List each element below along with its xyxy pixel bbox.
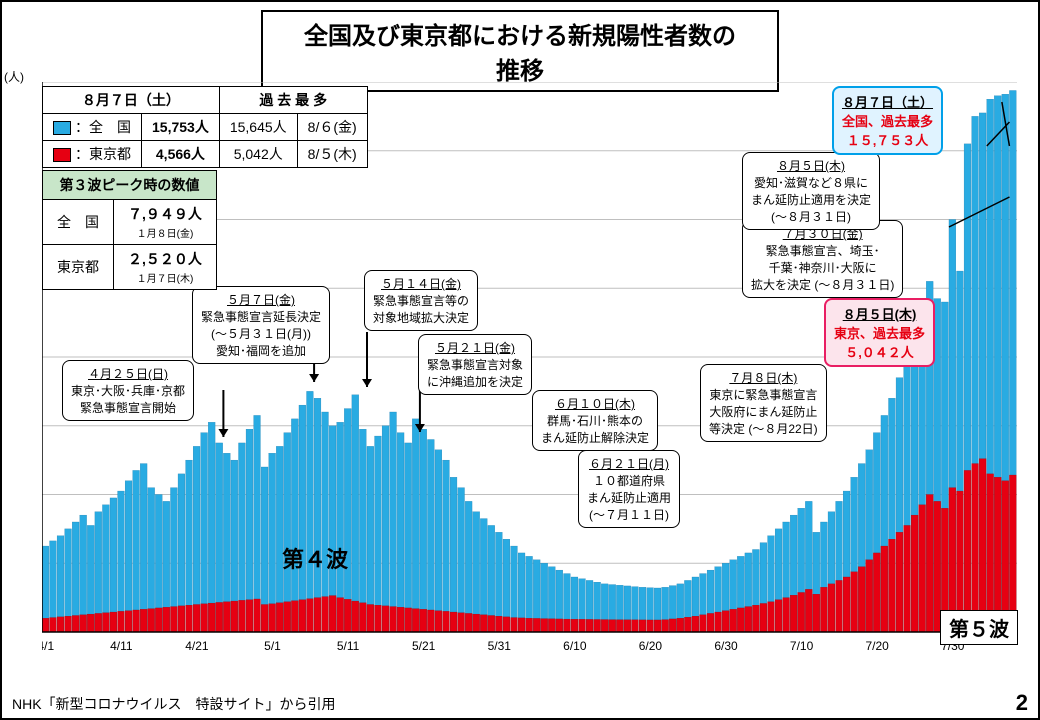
peak-tokyo-label: 東京都	[43, 245, 114, 290]
callout-apr25: ４月２５日(日)東京･大阪･兵庫･京都緊急事態宣言開始	[62, 360, 194, 421]
tokyo-max-date: 8/５(木)	[297, 141, 367, 168]
svg-text:6/20: 6/20	[639, 639, 663, 653]
callout-may21: ５月２１日(金)緊急事態宣言対象に沖縄追加を決定	[418, 334, 532, 395]
peak-table: 第３波ピーク時の数値 全 国 ７,９４９人１月８日(金) 東京都 ２,５２０人１…	[42, 170, 217, 290]
callout-jun10: ６月１０日(木)群馬･石川･熊本のまん延防止解除決定	[532, 390, 658, 451]
svg-text:4/21: 4/21	[185, 639, 209, 653]
callout-national-record: ８月７日（土）全国、過去最多１５,７５３人	[832, 86, 943, 155]
callout-jul30: ７月３０日(金)緊急事態宣言、埼玉･千葉･神奈川･大阪に拡大を決定 (～８月３１…	[742, 220, 903, 298]
col-max: 過 去 最 多	[219, 87, 367, 114]
legend-table: ８月７日（土） 過 去 最 多 ：全 国 15,753人 15,645人 8/６…	[42, 86, 368, 168]
svg-text:6/10: 6/10	[563, 639, 587, 653]
svg-text:4/11: 4/11	[110, 639, 133, 653]
svg-text:5/11: 5/11	[337, 639, 360, 653]
peak-national-val: ７,９４９人１月８日(金)	[114, 200, 217, 245]
callout-jul8: ７月８日(木)東京に緊急事態宣言大阪府にまん延防止等決定 (～８月22日)	[700, 364, 827, 442]
tokyo-val: 4,566人	[142, 141, 220, 168]
page-title: 全国及び東京都における新規陽性者数の推移	[261, 10, 779, 92]
col-date: ８月７日（土）	[43, 87, 220, 114]
page-number: 2	[1016, 690, 1028, 716]
svg-text:7/10: 7/10	[790, 639, 814, 653]
svg-text:5/21: 5/21	[412, 639, 436, 653]
svg-text:6/30: 6/30	[714, 639, 738, 653]
peak-tokyo-val: ２,５２０人１月７日(木)	[114, 245, 217, 290]
national-max: 15,645人	[219, 114, 297, 141]
svg-text:5/31: 5/31	[488, 639, 512, 653]
callout-may14: ５月１４日(金)緊急事態宣言等の対象地域拡大決定	[364, 270, 478, 331]
svg-text:7/20: 7/20	[865, 639, 889, 653]
callout-tokyo-record: ８月５日(木)東京、過去最多５,０４２人	[824, 298, 935, 367]
peak-national-label: 全 国	[43, 200, 114, 245]
legend-tokyo: ：東京都	[43, 141, 142, 168]
legend-national: ：全 国	[43, 114, 142, 141]
svg-text:4/1: 4/1	[42, 639, 54, 653]
national-val: 15,753人	[142, 114, 220, 141]
national-max-date: 8/６(金)	[297, 114, 367, 141]
wave4-label: 第４波	[282, 542, 348, 574]
svg-text:5/1: 5/1	[264, 639, 281, 653]
callout-jun21: ６月２１日(月)１０都道府県まん延防止適用(～７月１１日)	[578, 450, 680, 528]
peak-head: 第３波ピーク時の数値	[43, 171, 217, 200]
callout-aug5: ８月５日(木)愛知･滋賀など８県にまん延防止適用を決定(～８月３１日)	[742, 152, 880, 230]
callout-may7: ５月７日(金)緊急事態宣言延長決定(～５月３１日(月))愛知･福岡を追加	[192, 286, 330, 364]
tokyo-max: 5,042人	[219, 141, 297, 168]
wave5-label: 第５波	[940, 610, 1018, 645]
source-text: NHK「新型コロナウイルス 特設サイト」から引用	[12, 694, 336, 714]
y-axis-unit: (人)	[4, 68, 24, 85]
